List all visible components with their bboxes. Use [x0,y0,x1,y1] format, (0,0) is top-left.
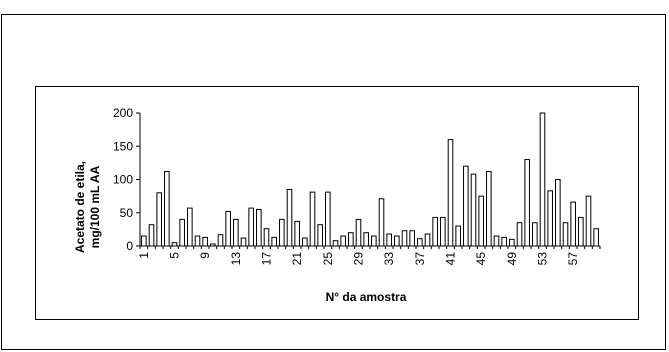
bar-sample-52 [532,222,538,247]
bar-sample-25 [325,191,331,247]
x-tick-label: 53 [536,252,550,266]
bar-sample-34 [394,235,400,247]
bar-sample-43 [463,165,469,247]
bar-sample-22 [302,237,308,247]
y-axis-title: Acetato de etila, mg/100 mL AA [73,161,102,253]
x-tick-label: 41 [444,252,458,266]
bar-sample-20 [286,188,293,247]
x-tick-label: 33 [382,252,396,266]
bar-sample-35 [401,230,408,247]
bar-sample-32 [378,198,385,247]
bar-sample-5 [171,242,178,247]
bar-sample-58 [578,216,584,247]
bar-sample-36 [409,230,415,247]
bar-sample-53 [539,112,546,247]
bar-sample-30 [363,232,369,247]
bar-sample-26 [332,240,339,247]
x-tick-label: 21 [290,252,304,266]
bar-sample-29 [355,218,362,247]
bar-sample-24 [317,224,323,247]
bar-sample-28 [348,232,354,247]
bar-sample-23 [309,191,316,247]
y-tick-label: 0 [126,239,133,253]
bar-sample-19 [279,218,285,247]
bar-sample-44 [470,173,477,247]
bar-sample-60 [593,228,599,247]
bar-sample-56 [562,222,569,247]
bar-sample-59 [585,195,592,247]
x-tick-label: 1 [137,252,151,259]
x-tick-label: 29 [352,252,366,266]
x-tick-label: 37 [413,252,427,266]
bar-sample-41 [447,139,454,247]
bar-sample-27 [340,235,346,247]
bar-sample-57 [570,201,576,247]
bar-sample-40 [440,216,446,247]
bar-sample-42 [455,225,461,247]
y-tick-label: 200 [113,106,133,120]
x-tick-label: 49 [505,252,519,266]
bar-sample-33 [386,233,392,247]
bar-sample-11 [217,234,224,247]
bar-sample-13 [233,218,239,247]
bar-sample-47 [493,235,500,247]
x-tick-label: 45 [474,252,488,266]
bar-sample-39 [432,216,438,247]
x-tick-label: 9 [198,252,212,259]
y-axis-title-line2: mg/100 mL AA [88,165,102,248]
bar-sample-46 [486,171,492,247]
bar-sample-16 [256,208,262,247]
x-tick-label: 5 [168,252,182,259]
bar-sample-14 [240,237,247,247]
x-tick-label: 17 [260,252,274,266]
x-tick-label: 13 [229,252,243,266]
bar-sample-1 [141,235,147,247]
bar-sample-49 [509,238,515,247]
bar-sample-17 [263,228,270,247]
bar-sample-48 [501,236,507,247]
bar-chart: Acetato de etila, mg/100 mL AA N° da amo… [73,106,601,304]
bar-sample-50 [516,222,523,247]
bar-sample-15 [248,207,254,247]
bar-sample-55 [555,179,561,247]
bar-sample-3 [156,192,162,247]
x-axis-title: N° da amostra [326,290,407,304]
x-tick-label: 25 [321,252,335,266]
y-tick-label: 100 [113,173,133,187]
bar-sample-2 [148,224,155,247]
bar-sample-45 [478,195,484,247]
bar-sample-38 [424,233,431,247]
bar-sample-8 [194,235,201,247]
bar-sample-21 [294,220,300,247]
bar-sample-37 [417,238,423,247]
x-tick-label: 57 [566,252,580,266]
y-tick-label: 50 [120,206,134,220]
bar-sample-7 [187,207,193,247]
bar-sample-18 [271,236,277,247]
bar-sample-54 [547,190,553,247]
bar-sample-4 [164,171,170,247]
chart-frame: Acetato de etila, mg/100 mL AA N° da amo… [35,86,639,320]
y-tick-label: 150 [113,139,133,153]
bar-sample-31 [371,235,377,247]
bar-sample-12 [225,210,231,247]
bar-sample-51 [524,159,530,247]
y-axis-title-line1: Acetato de etila, [73,161,87,253]
bar-sample-10 [210,243,216,247]
bar-sample-6 [179,218,185,247]
bar-sample-9 [202,236,208,247]
